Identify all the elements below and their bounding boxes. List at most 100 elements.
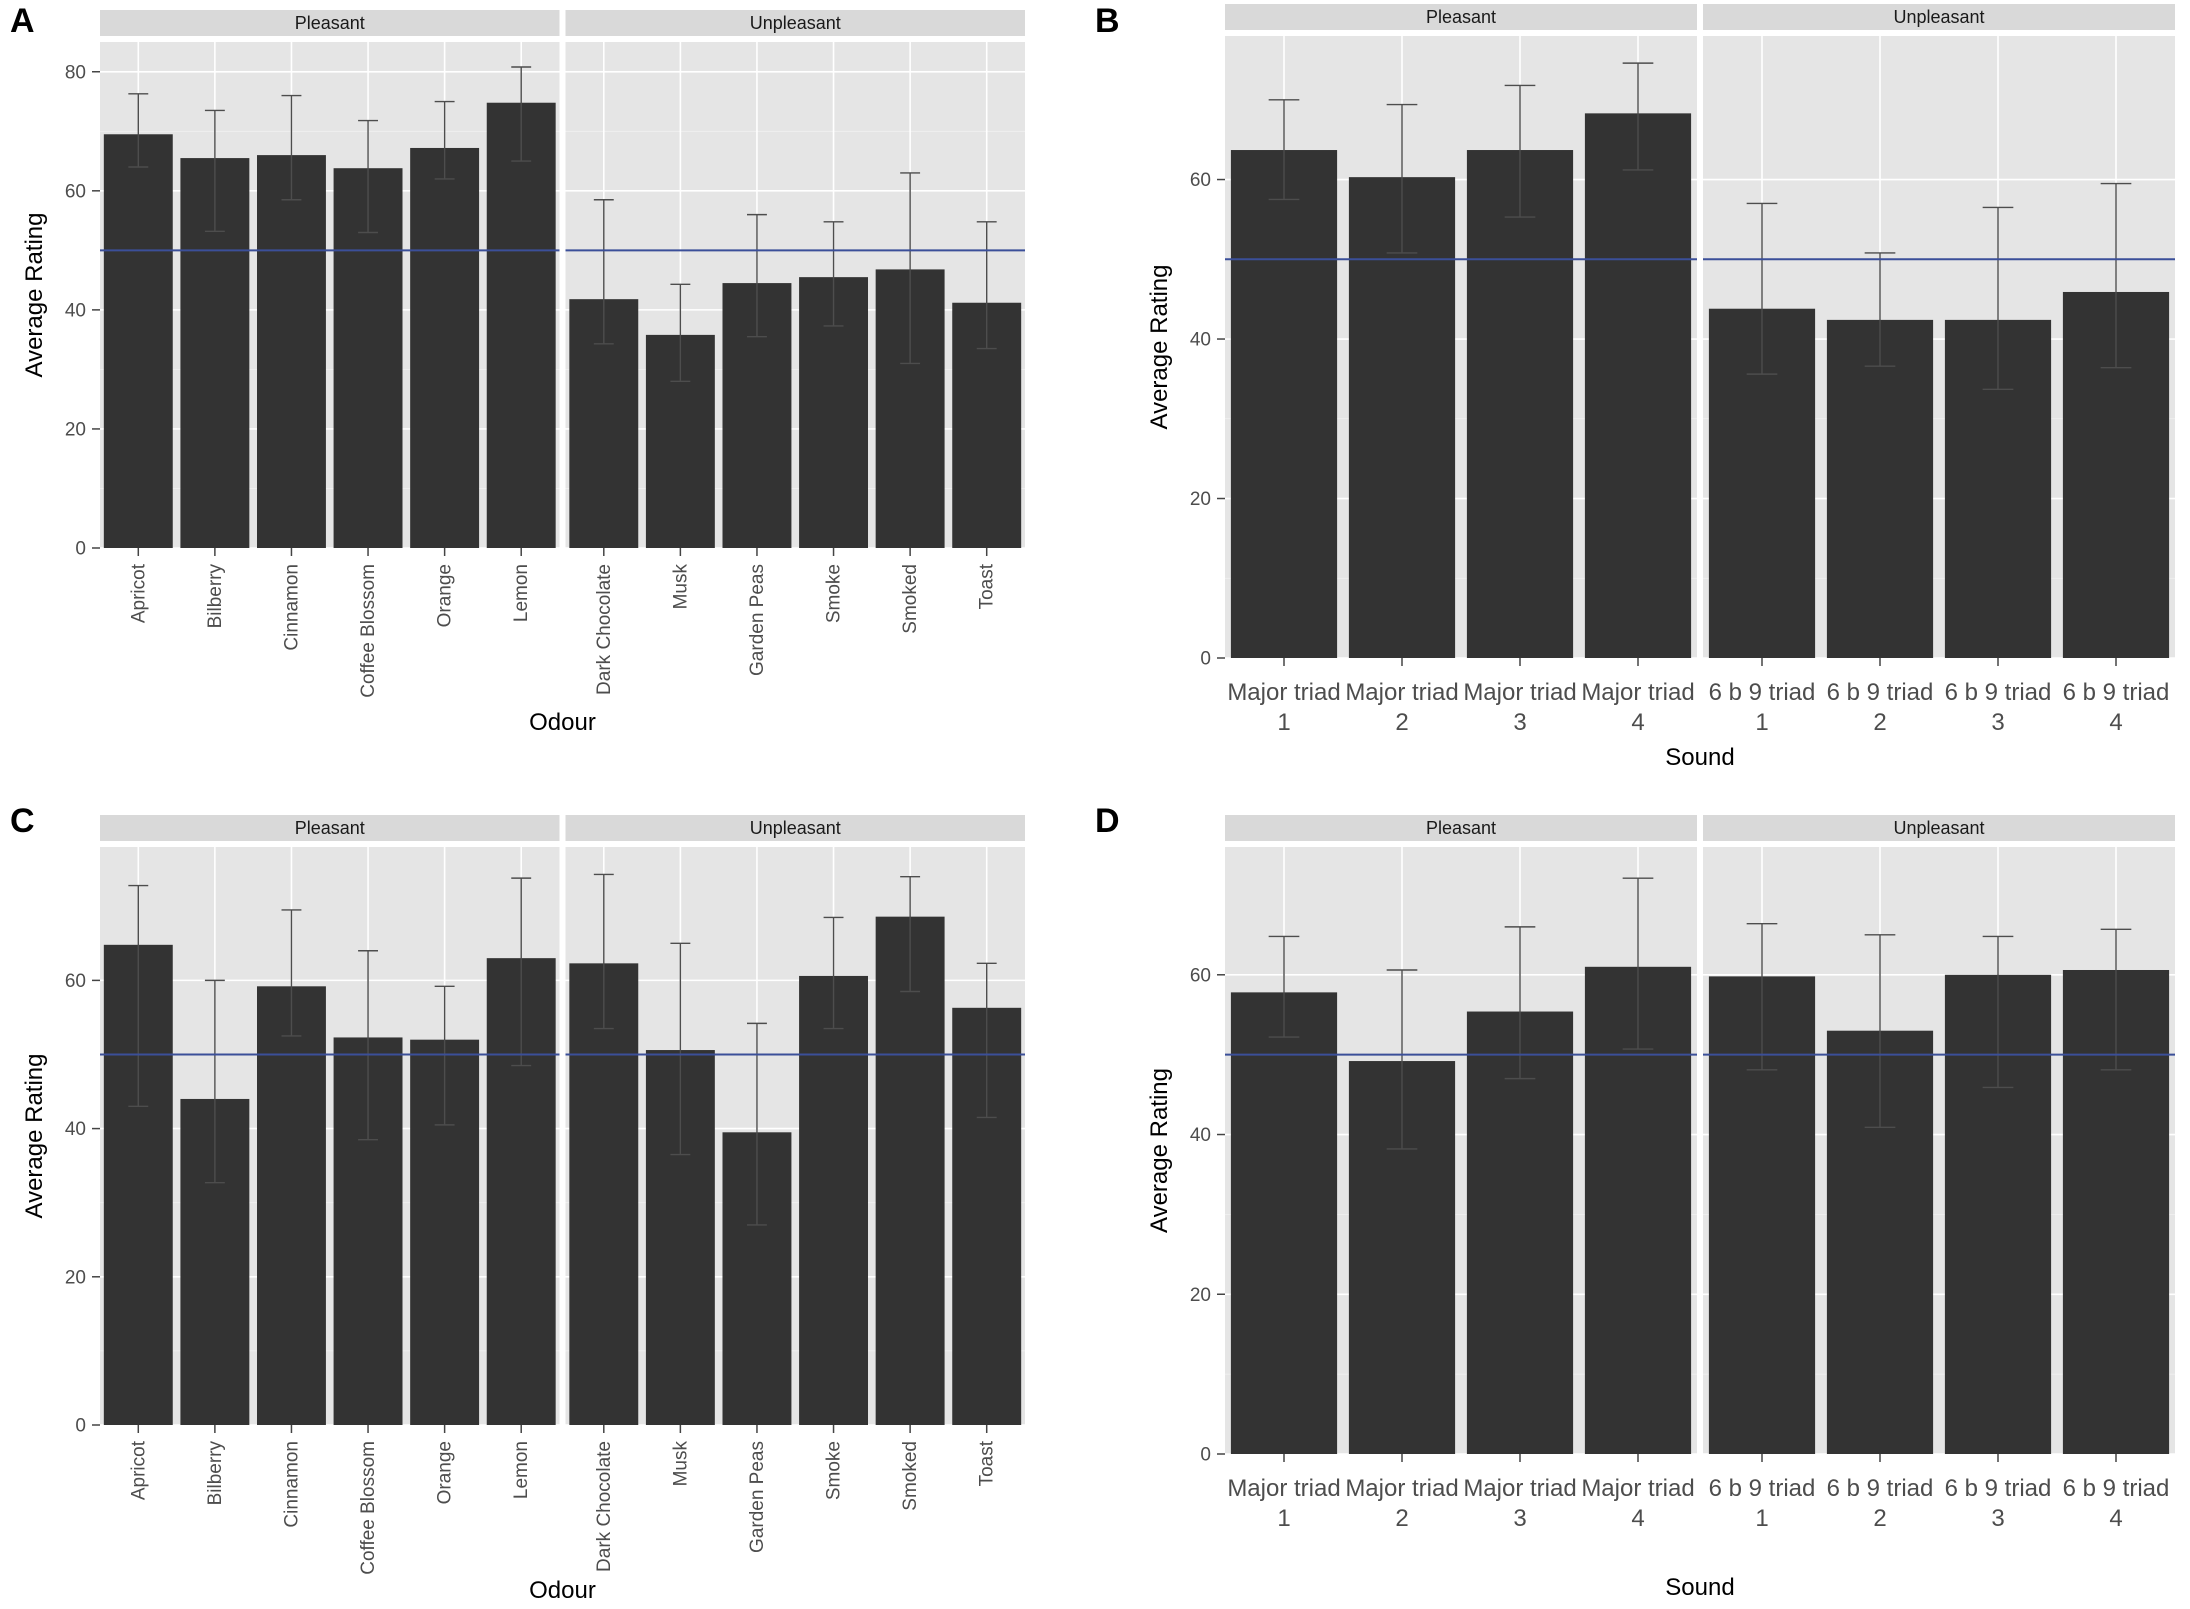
facet-label: Pleasant <box>295 13 365 33</box>
x-tick-label: Apricot <box>128 563 149 623</box>
error-bar <box>281 94 302 201</box>
bar <box>256 986 326 1425</box>
x-tick-label: Smoked <box>900 1441 921 1511</box>
error-bar <box>1386 103 1418 254</box>
error-bar <box>747 213 767 338</box>
x-tick-label: Orange <box>435 564 456 627</box>
y-tick-label: 20 <box>65 1267 86 1288</box>
facet-label: Pleasant <box>1426 818 1496 838</box>
bar <box>569 963 639 1425</box>
panel-label: D <box>1095 802 1120 840</box>
error-bar <box>900 172 921 365</box>
error-bar <box>128 884 149 1108</box>
chart-svg: Average Rating 0 20 40 60 Pleasant Unpleasant M… <box>1146 4 2175 771</box>
y-tick-label: 20 <box>1190 489 1211 510</box>
error-bar <box>2100 182 2132 369</box>
error-bar <box>670 283 691 383</box>
x-tick-label: Major triad 3 <box>1463 679 1576 736</box>
error-bar <box>900 875 921 993</box>
error-bar <box>670 942 691 1156</box>
x-tick-label: 6 b 9 triad 1 <box>1709 1475 1816 1532</box>
error-bar <box>1982 935 2014 1089</box>
facet-label: Unpleasant <box>750 13 841 33</box>
x-tick-label: Major triad 4 <box>1581 679 1694 736</box>
bar <box>1466 1011 1574 1454</box>
x-tick-label: Toast <box>977 563 998 609</box>
error-bar <box>434 985 455 1126</box>
error-bar <box>747 1022 767 1226</box>
x-tick-label: Major triad 2 <box>1345 1475 1458 1532</box>
x-tick-label: Musk <box>670 1441 691 1487</box>
x-tick-label: Garden Peas <box>747 564 768 676</box>
y-axis-title: Average Rating <box>1146 1068 1173 1233</box>
chart-panel-c: Average Rating 0 20 40 60 Pleasant Unpleasant A… <box>0 800 1095 1609</box>
bar <box>103 134 173 549</box>
x-tick-label: Major triad 4 <box>1581 1475 1694 1532</box>
x-tick-label: 6 b 9 triad 3 <box>1945 679 2052 736</box>
y-tick-label: 80 <box>65 62 86 83</box>
y-tick-label: 20 <box>1190 1285 1211 1306</box>
x-tick-label: Smoked <box>900 564 921 634</box>
y-tick-label: 40 <box>1190 330 1211 351</box>
y-tick-label: 0 <box>75 539 86 560</box>
error-bar <box>823 221 844 327</box>
panel-label: C <box>10 802 35 840</box>
y-axis-title: Average Rating <box>21 1054 48 1219</box>
x-tick-label: Dark Chocolate <box>594 1441 615 1572</box>
x-tick-label: Lemon <box>511 1441 532 1499</box>
x-tick-label: 6 b 9 triad 2 <box>1827 679 1934 736</box>
error-bar <box>1982 206 2014 390</box>
y-tick-label: 60 <box>65 971 86 992</box>
error-bar <box>823 916 844 1030</box>
y-tick-label: 0 <box>75 1416 86 1437</box>
error-bar <box>434 100 455 180</box>
error-bar <box>1746 922 1778 1071</box>
plot-background <box>565 42 1025 548</box>
chart-panel-d: Average Rating 0 20 40 60 Pleasant Unpleasant M… <box>1095 800 2190 1609</box>
error-bar <box>358 950 378 1141</box>
error-bar <box>593 873 614 1030</box>
facet-label: Pleasant <box>295 818 365 838</box>
y-tick-label: 60 <box>65 181 86 202</box>
y-axis-title: Average Rating <box>21 213 48 378</box>
error-bar <box>128 93 149 168</box>
x-axis-title: Sound <box>1665 1574 1734 1601</box>
error-bar <box>1504 84 1536 218</box>
y-tick-label: 40 <box>65 1119 86 1140</box>
error-bar <box>1622 877 1654 1050</box>
bar <box>1230 150 1338 659</box>
x-tick-label: Coffee Blossom <box>358 564 379 698</box>
error-bar <box>204 979 225 1184</box>
facet-label: Pleasant <box>1426 7 1496 27</box>
chart-svg: Average Rating 0 20 40 60 Pleasant Unpleasant M… <box>1146 815 2175 1601</box>
x-tick-label: Coffee Blossom <box>358 1441 379 1575</box>
error-bar <box>1268 935 1300 1038</box>
y-tick-label: 40 <box>1190 1125 1211 1146</box>
error-bar <box>281 909 302 1037</box>
x-tick-label: Bilberry <box>205 1441 226 1506</box>
x-tick-label: Major triad 1 <box>1227 679 1340 736</box>
facet-label: Unpleasant <box>1893 818 1984 838</box>
x-tick-label: Smoke <box>824 1441 845 1500</box>
error-bar <box>2100 928 2132 1071</box>
error-bar <box>1622 62 1654 171</box>
error-bar <box>1268 99 1300 201</box>
panel-label: A <box>10 2 35 40</box>
y-tick-label: 0 <box>1200 649 1211 670</box>
bar <box>1348 177 1456 658</box>
facet-strip <box>1225 4 1697 30</box>
x-tick-label: Musk <box>670 564 691 610</box>
bar <box>875 916 945 1425</box>
chart-svg: Average Rating 0 20 40 60 Pleasant Unpleasant A… <box>21 815 1025 1604</box>
x-tick-label: Garden Peas <box>747 1441 768 1553</box>
facet-strip <box>1225 815 1697 841</box>
panel-label: B <box>1095 2 1120 40</box>
y-tick-label: 0 <box>1200 1445 1211 1466</box>
x-axis-title: Odour <box>529 1577 596 1604</box>
x-tick-label: 6 b 9 triad 4 <box>2063 1475 2170 1532</box>
x-tick-label: 6 b 9 triad 4 <box>2063 679 2170 736</box>
x-tick-label: 6 b 9 triad 3 <box>1945 1475 2052 1532</box>
error-bar <box>204 109 225 233</box>
facet-label: Unpleasant <box>1893 7 1984 27</box>
x-tick-label: 6 b 9 triad 2 <box>1827 1475 1934 1532</box>
